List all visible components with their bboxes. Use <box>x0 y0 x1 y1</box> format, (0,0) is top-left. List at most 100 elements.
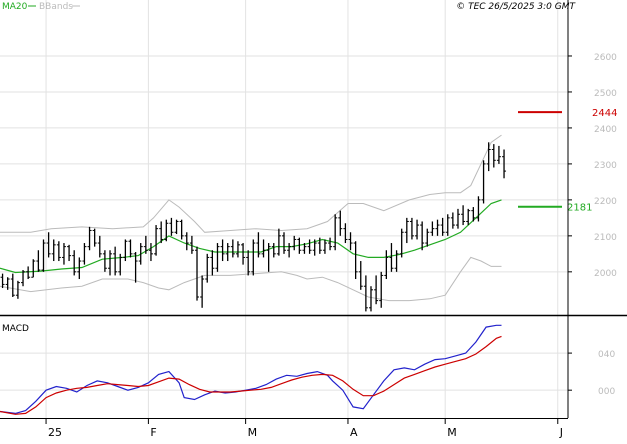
ohlc-bar <box>179 219 184 240</box>
ohlc-bar <box>128 239 133 258</box>
month-tick-label: M <box>447 426 457 439</box>
legend-bbands: BBands <box>39 2 73 12</box>
ohlc-bar <box>394 250 399 272</box>
ohlc-bar <box>148 243 153 262</box>
ohlc-bar <box>210 250 215 276</box>
ohlc-bar <box>409 217 414 240</box>
ohlc-bar <box>271 243 276 258</box>
ohlc-bar <box>67 244 72 262</box>
ohlc-bar <box>108 250 113 276</box>
copyright-text: © TEC 26/5/2025 3:0 GMT <box>456 2 576 12</box>
ohlc-bar <box>471 207 476 222</box>
ohlc-bar <box>77 257 82 280</box>
ohlc-bar <box>368 286 373 312</box>
bollinger-bands <box>0 134 502 302</box>
ohlc-bar <box>312 239 317 256</box>
ohlc-bar <box>502 149 507 179</box>
macd-lines <box>0 324 502 415</box>
ohlc-bar <box>0 273 5 289</box>
ohlc-bar <box>251 239 256 276</box>
ohlc-bar <box>118 253 123 276</box>
ohlc-bar <box>15 280 20 299</box>
ohlc-bar <box>200 275 205 308</box>
ohlc-bar <box>358 261 363 290</box>
ohlc-bar <box>138 243 143 265</box>
ohlc-bar <box>415 219 420 240</box>
ohlc-bar <box>333 214 338 251</box>
price-tick-label: 2100 <box>594 233 617 243</box>
support-label: 2181 <box>567 203 592 214</box>
month-tick-label: M <box>248 426 258 439</box>
ohlc-bar <box>322 239 327 254</box>
ohlc-bar <box>26 266 31 280</box>
levels: 2444 2181 <box>518 108 617 214</box>
bb-upper-line <box>0 134 502 233</box>
ohlc-bar <box>486 142 491 172</box>
ohlc-bar <box>282 232 286 254</box>
ohlc-bar <box>435 219 440 236</box>
ohlc-bar <box>476 196 481 222</box>
month-tick-label: F <box>150 426 156 439</box>
ohlc-bar <box>82 243 87 265</box>
ohlc-bar <box>51 239 56 262</box>
ohlc-bar <box>56 241 61 262</box>
ohlc-bar <box>133 252 138 283</box>
ohlc-bar <box>174 219 179 235</box>
ohlc-bar <box>159 221 164 244</box>
price-tick-label: 2300 <box>594 161 617 171</box>
ohlc-bar <box>87 226 92 251</box>
ohlc-bar <box>307 239 312 254</box>
ohlc-bar <box>425 228 430 247</box>
ohlc-bar <box>215 243 220 272</box>
ohlc-bar <box>348 232 353 251</box>
ohlc-bar <box>266 243 271 272</box>
ohlc-bar <box>41 239 46 272</box>
ohlc-bar <box>343 223 348 244</box>
ohlc-bar <box>46 232 51 258</box>
bb-lower-line <box>0 256 502 302</box>
ohlc-bar <box>440 217 445 236</box>
price-bars <box>0 142 507 312</box>
ohlc-bar <box>450 212 455 229</box>
ohlc-bar <box>123 239 128 262</box>
ohlc-bar <box>379 271 384 308</box>
ohlc-bar <box>292 235 297 251</box>
ohlc-bar <box>363 275 368 312</box>
ohlc-bar <box>36 250 41 272</box>
ohlc-bar <box>420 221 425 251</box>
grid <box>0 0 568 418</box>
ohlc-bar <box>491 144 496 168</box>
legend-ma20: MA20 <box>2 2 28 12</box>
ohlc-bar <box>353 241 358 280</box>
price-tick-label: 2400 <box>594 125 617 135</box>
month-tick-label: A <box>350 426 358 439</box>
ohlc-bar <box>455 208 460 229</box>
ohlc-bar <box>302 243 307 254</box>
ohlc-bar <box>189 235 194 254</box>
ohlc-bar <box>276 228 281 256</box>
ohlc-bar <box>261 239 266 258</box>
price-tick-label: 2600 <box>594 53 617 63</box>
resistance-label: 2444 <box>592 108 617 119</box>
ohlc-bar <box>287 243 292 258</box>
ohlc-bar <box>72 250 77 276</box>
ohlc-bar <box>97 235 102 258</box>
ohlc-bar <box>169 217 174 236</box>
ohlc-bar <box>230 239 235 258</box>
ohlc-bar <box>21 270 26 287</box>
ohlc-bar <box>143 235 148 254</box>
ohlc-bar <box>225 243 230 262</box>
ohlc-bar <box>430 221 435 236</box>
ohlc-bar <box>164 219 169 242</box>
macd-series-signal <box>0 335 502 415</box>
ohlc-bar <box>297 237 302 254</box>
ohlc-bar <box>92 228 97 247</box>
ohlc-bar <box>404 217 409 244</box>
ohlc-bar <box>461 205 466 226</box>
ohlc-bar <box>113 246 118 276</box>
price-tick-label: 2000 <box>594 269 617 279</box>
ohlc-bar <box>256 232 261 258</box>
